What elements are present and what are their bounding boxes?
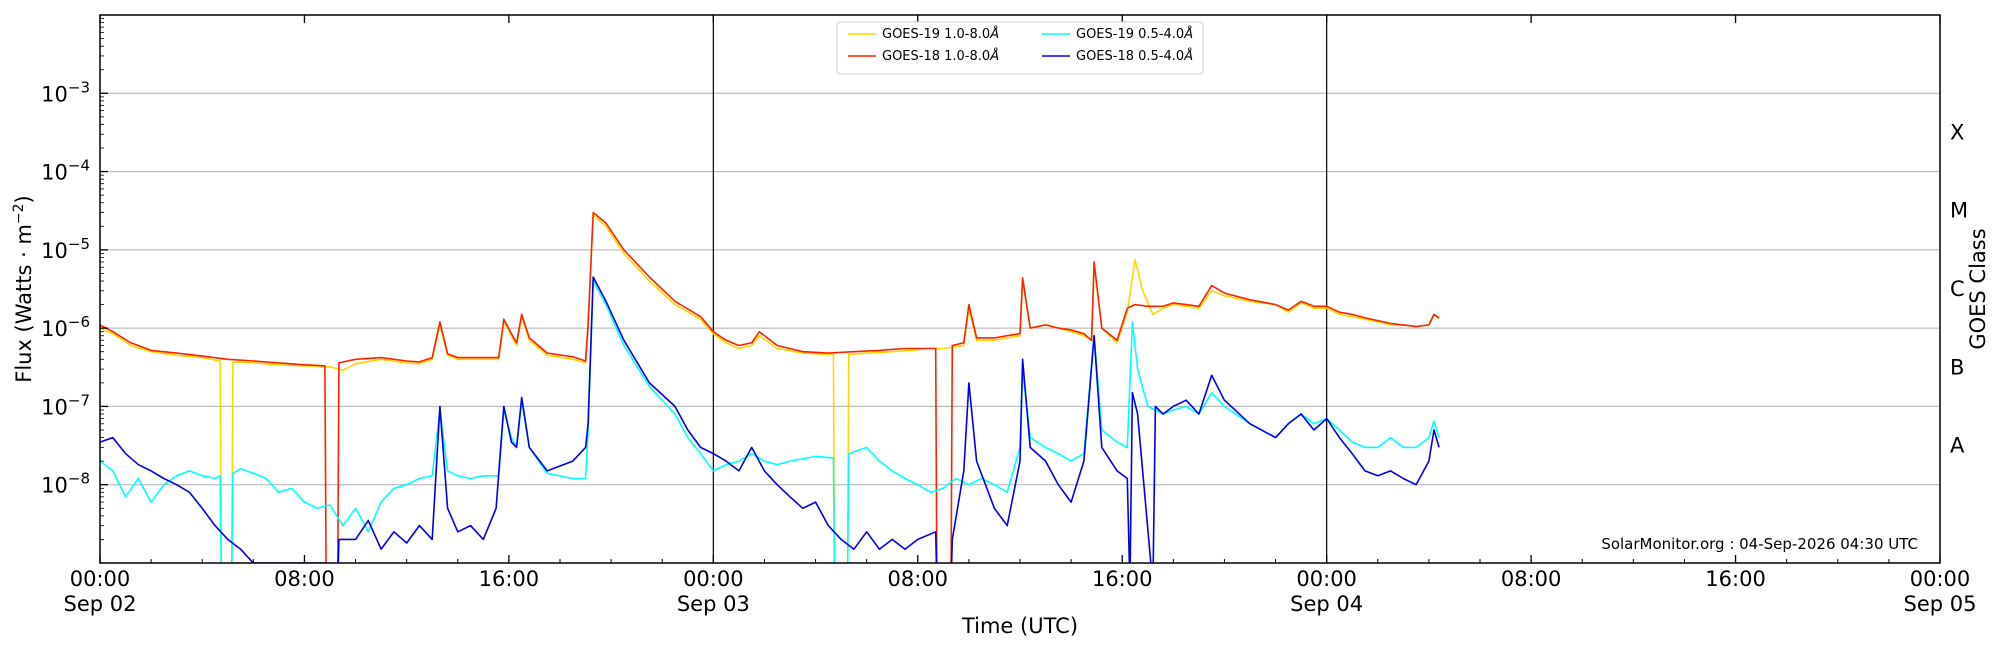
y-axis-title: Flux (Watts · m−2) [11, 195, 36, 383]
goes-class-label: X [1950, 120, 1964, 144]
legend-entry: GOES-19 1.0-8.0Å [882, 26, 999, 42]
legend-entry: GOES-18 0.5-4.0Å [1076, 48, 1193, 64]
x-tick-date-label: Sep 03 [677, 592, 750, 616]
y-tick-label: 10−3 [41, 78, 90, 106]
series-line [100, 214, 1440, 563]
y-tick-label: 10−8 [41, 470, 90, 498]
legend-box [836, 21, 1204, 75]
credit-text: SolarMonitor.org : 04-Sep-2026 04:30 UTC [1601, 535, 1918, 553]
x-tick-date-label: Sep 04 [1290, 592, 1363, 616]
y-tick-label: 10−6 [41, 313, 90, 341]
x-axis-title: Time (UTC) [961, 614, 1078, 638]
legend: GOES-19 1.0-8.0Å GOES-18 1.0-8.0Å GOES-19 … [836, 21, 1204, 75]
x-tick-label: 00:00 [70, 567, 131, 591]
goes-class-label: M [1950, 199, 1968, 223]
data-series [100, 211, 1440, 563]
legend-entry: GOES-19 0.5-4.0Å [1076, 26, 1193, 42]
x-tick-label: 00:00 [1296, 567, 1357, 591]
series-line [100, 276, 1440, 563]
right-axis-title: GOES Class [1966, 228, 1990, 349]
y-tick-label: 10−4 [41, 157, 90, 185]
legend-entry: GOES-18 1.0-8.0Å [882, 48, 999, 64]
x-tick-label: 00:00 [1910, 567, 1971, 591]
goes-class-label: C [1950, 277, 1965, 301]
x-tick-date-label: Sep 02 [64, 592, 137, 616]
series-line [100, 211, 1440, 563]
x-tick-label: 08:00 [274, 567, 335, 591]
y-tick-label: 10−7 [41, 391, 90, 419]
series-line [100, 280, 1440, 563]
x-tick-label: 08:00 [1501, 567, 1562, 591]
x-tick-label: 08:00 [888, 567, 949, 591]
goes-class-labels: A B C M X [1950, 120, 1968, 457]
y-tick-label: 10−5 [41, 235, 90, 263]
goes-class-label: A [1950, 434, 1965, 458]
x-tick-label: 00:00 [683, 567, 744, 591]
x-tick-label: 16:00 [1092, 567, 1153, 591]
x-tick-label: 16:00 [479, 567, 540, 591]
plot-background [100, 15, 1940, 563]
y-axis-ticks: 10−8 10−7 10−6 10−5 10−4 10−3 [41, 18, 108, 540]
x-tick-label: 16:00 [1705, 567, 1766, 591]
x-tick-date-label: Sep 05 [1904, 592, 1977, 616]
goes-class-label: B [1950, 355, 1964, 379]
